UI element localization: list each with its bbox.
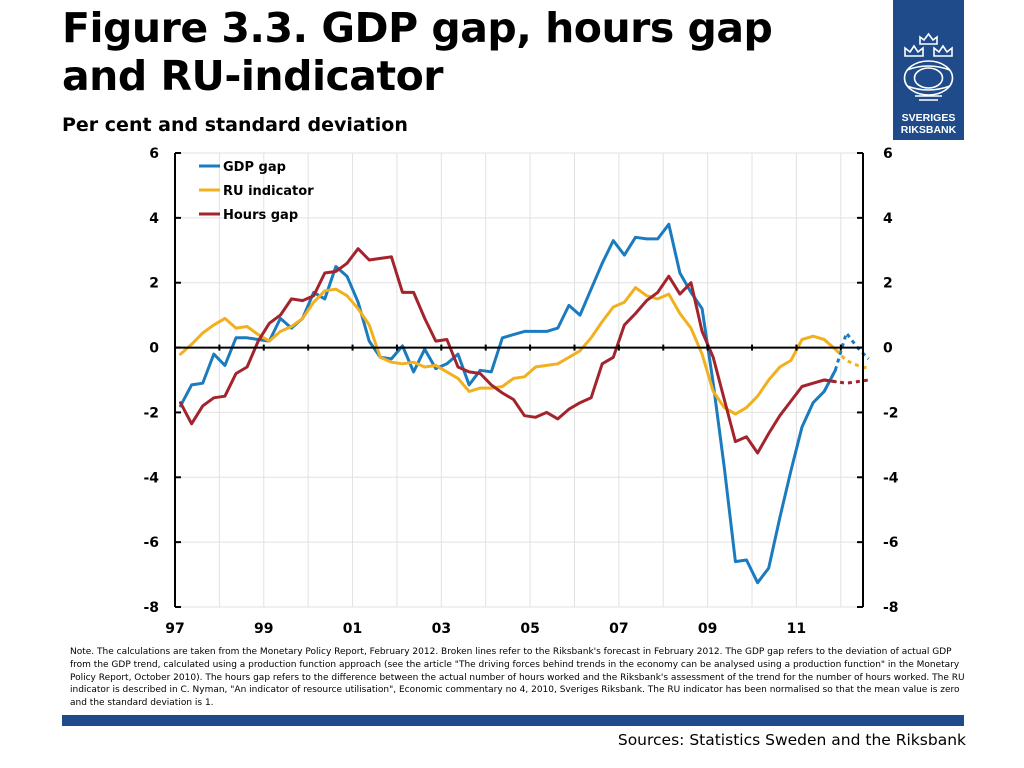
axes bbox=[174, 152, 864, 608]
x-tick-label: 03 bbox=[432, 621, 451, 637]
footer-bar bbox=[62, 715, 964, 726]
x-tick-label: 01 bbox=[343, 621, 362, 637]
sources-text: Sources: Statistics Sweden and the Riksb… bbox=[617, 731, 966, 749]
x-tick-label: 97 bbox=[165, 621, 184, 637]
chart-note: Note. The calculations are taken from th… bbox=[70, 647, 965, 709]
y-tick-label-left: 4 bbox=[149, 211, 159, 227]
x-tick-label: 07 bbox=[609, 621, 628, 637]
logo-text-line1: SVERIGES bbox=[901, 112, 956, 124]
legend-label-ru-indicator: RU indicator bbox=[223, 184, 314, 199]
y-tick-label-left: -2 bbox=[143, 405, 159, 421]
x-tick-label: 99 bbox=[254, 621, 273, 637]
x-tick-label: 05 bbox=[520, 621, 539, 637]
y-tick-label-right: -6 bbox=[883, 535, 899, 551]
y-tick-label-right: 2 bbox=[883, 276, 893, 292]
legend-label-gdp-gap: GDP gap bbox=[223, 160, 286, 175]
riksbank-logo: SVERIGES RIKSBANK bbox=[893, 0, 964, 140]
y-tick-label-right: 6 bbox=[883, 146, 893, 162]
y-tick-label-left: 0 bbox=[149, 341, 159, 357]
line-chart: -8 -8 -6 -6 -4 -4 -2 -2 0 0 2 2 4 4 6 6 97 99 01 03 05 07 09 11… bbox=[143, 146, 898, 637]
x-tick-label: 09 bbox=[698, 621, 717, 637]
page-title: Figure 3.3. GDP gap, hours gap and RU-in… bbox=[62, 4, 773, 100]
y-tick-label-left: -8 bbox=[143, 600, 159, 616]
y-tick-label-left: -6 bbox=[143, 535, 159, 551]
legend-label-hours-gap: Hours gap bbox=[223, 208, 298, 223]
x-tick-label: 11 bbox=[787, 621, 806, 637]
series-lines bbox=[179, 222, 870, 585]
y-tick-label-right: 4 bbox=[883, 211, 893, 227]
y-tick-label-left: -4 bbox=[143, 470, 159, 486]
y-tick-label-right: -2 bbox=[883, 405, 899, 421]
logo-text-line2: RIKSBANK bbox=[900, 124, 957, 136]
tick-labels: -8 -8 -6 -6 -4 -4 -2 -2 0 0 2 2 4 4 6 6 97 99 01 03 05 07 09 11 bbox=[143, 146, 898, 637]
y-tick-label-right: -4 bbox=[883, 470, 899, 486]
y-tick-label-right: -8 bbox=[883, 600, 899, 616]
series-forecast-ru-indicator bbox=[823, 338, 869, 371]
series-forecast-gdp-gap bbox=[822, 329, 870, 393]
y-tick-label-left: 6 bbox=[149, 146, 159, 162]
page-subtitle: Per cent and standard deviation bbox=[62, 114, 408, 136]
crown-emblem-icon bbox=[903, 32, 954, 101]
series-line-gdp-gap bbox=[179, 222, 837, 585]
series-line-hours-gap bbox=[179, 247, 837, 455]
y-tick-label-left: 2 bbox=[149, 276, 159, 292]
y-tick-label-right: 0 bbox=[883, 341, 893, 357]
legend: GDP gap RU indicator Hours gap bbox=[199, 160, 314, 223]
